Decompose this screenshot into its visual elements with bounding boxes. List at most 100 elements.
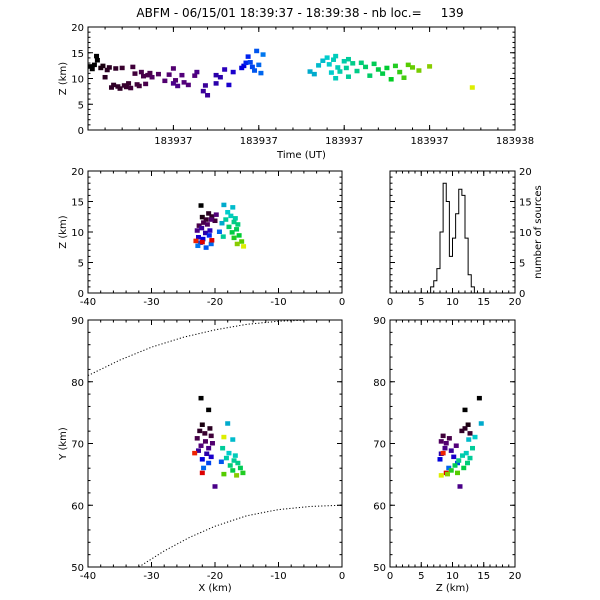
z_y-ytick-label: 50 [373,563,386,574]
time_z-point [249,64,255,70]
x_z-ytick-label: 10 [71,228,84,239]
z_y-point [478,421,484,426]
x_y-point [223,455,229,461]
x_z-point [195,234,201,240]
z_y-point [438,473,444,478]
z_y-point [451,454,457,460]
time_z-point [247,60,253,65]
time_z-point [94,57,100,63]
z_hist-xtick-label: 5 [418,297,424,308]
z_y-xtick-label: 0 [387,571,393,582]
z_hist-xtick-label: 10 [446,297,459,308]
x_z-point [216,229,222,234]
z_y-xtick-label: 10 [446,571,459,582]
time_z-point [111,82,117,88]
x_z-point [226,224,232,230]
x_y-point [209,441,215,446]
x_y-point [194,436,200,441]
time_z-point [100,63,106,69]
x_z-point [219,220,225,226]
time_z-point [128,85,134,91]
time_z-point [384,65,390,71]
z_hist-ytick-label: 0 [519,289,525,300]
z_y-point [462,407,468,413]
time_z-point [241,63,247,69]
x_z-point [232,216,238,221]
x_y-point [230,468,236,473]
z_y-point [472,434,478,440]
x_z-point [201,220,207,225]
x_z-point [236,233,242,238]
x_z-point [231,219,237,225]
x_y-point [231,458,237,463]
z_y-point [455,460,460,466]
time_z-point [354,68,360,74]
x_z-point [213,212,219,217]
z_y-xtick-label: 15 [477,571,490,582]
time_z-point [181,80,187,85]
z_y-point [442,445,448,451]
z_y-point [455,470,460,476]
time_z-point [226,82,232,88]
x_y-point [206,445,212,451]
x_z-point [231,235,237,241]
time_z-point [173,78,179,83]
time_z-point [371,61,377,67]
z_y-ytick-label: 60 [373,501,386,512]
time_z-point [345,56,351,62]
x_z-point [199,239,205,245]
time_z-point [94,53,100,59]
time_z-point [205,92,211,98]
time_z-point [119,65,125,71]
time_z-point [179,72,185,78]
time_z-point [260,52,266,57]
time_z-point [343,65,349,71]
x_z-point [229,230,235,235]
x_y-point [197,428,203,434]
time_z-point [375,67,381,72]
x_z-panel: 0 5 10 15 20 -40 -30 -20 -10 0 Z (km) [58,167,345,308]
time_z-point [416,68,422,73]
x_y-point [207,426,213,431]
z_hist-ytick-label: 10 [519,228,532,239]
x_y-point [225,421,231,426]
x_y-point [199,457,205,462]
x_z-point [230,205,236,210]
time_z-point [326,62,332,67]
x_y-ytick-label: 50 [71,563,84,574]
x_z-point [221,202,227,208]
time_z-point [143,81,149,87]
z_y-point [453,443,459,448]
time_z-point [350,61,356,66]
x_y-panel: 50 60 70 80 90 -40 -30 -20 -10 0 X (km) Y (km) [58,316,345,594]
time_z-point [324,55,330,60]
time_z-point [254,48,260,54]
z_y-point [467,431,473,436]
z_hist-frame [389,170,516,294]
time_z-xlabel: Time (UT) [276,150,326,161]
x_z-point [200,236,206,242]
z_y-point [463,450,469,456]
x_y-point [208,454,214,460]
x_y-range-curve [138,504,343,568]
x_z-point [203,217,209,222]
z_y-point [460,453,465,458]
x_z-point [209,238,215,243]
x_y-point [202,431,208,436]
time_z-point [410,65,416,70]
x_z-point [223,217,229,222]
time_z-point [469,85,475,90]
time_z-point [102,74,108,80]
x_z-ytick-label: 20 [71,167,84,178]
time_z-xtick-label: 183937 [411,136,449,147]
x_y-point [226,450,232,456]
time_z-xtick-label: 183937 [325,136,363,147]
z_y-ytick-label: 80 [373,378,386,389]
x_z-point [204,222,210,227]
x_y-point [195,448,201,453]
x_y-point [206,407,212,413]
time_z-ytick-label: 10 [71,75,84,86]
z_y-point [470,445,475,451]
time_z-point [345,74,351,79]
